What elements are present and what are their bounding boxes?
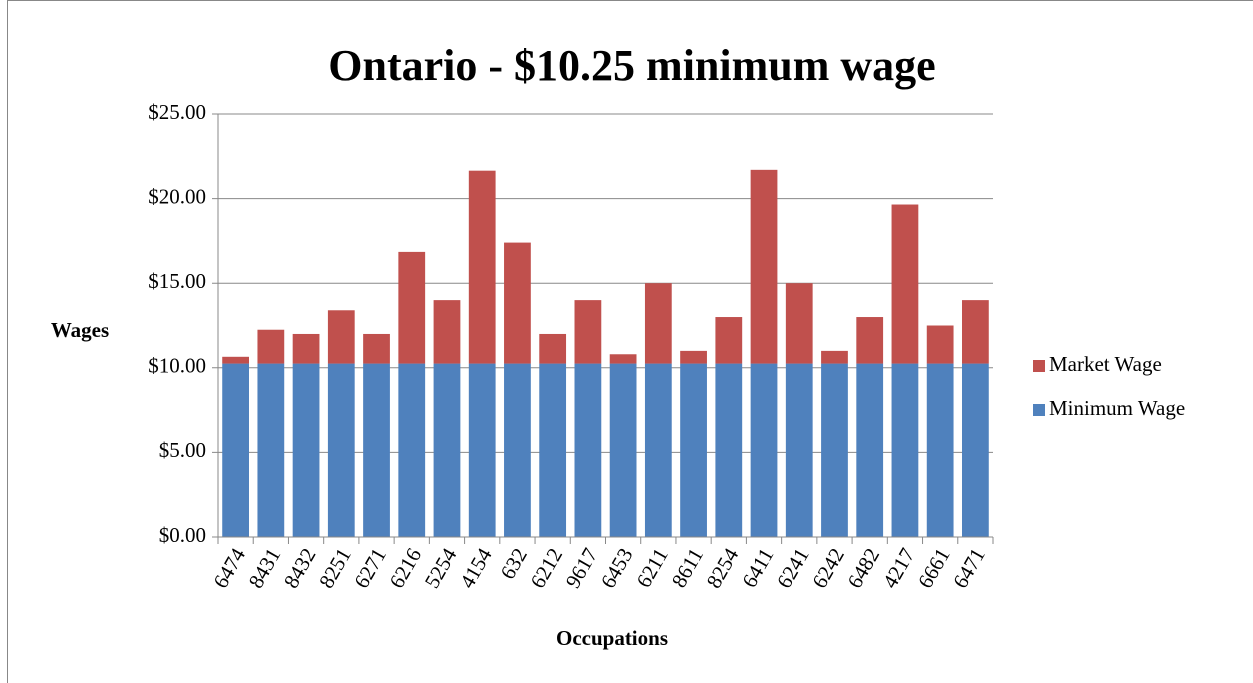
- x-tick-label: 6271: [349, 544, 391, 592]
- bar-segment: [398, 363, 426, 537]
- bar-segment: [750, 363, 778, 537]
- bar-segment: [680, 350, 707, 364]
- bar-segment: [433, 363, 461, 537]
- x-tick-label: 8254: [702, 543, 744, 592]
- bar-segment: [574, 363, 602, 537]
- x-tick-label: 6216: [384, 544, 426, 592]
- legend-label: Market Wage: [1049, 352, 1162, 376]
- chart-frame: [7, 0, 1253, 683]
- legend-swatch: [1033, 404, 1045, 416]
- bar-segment: [715, 317, 743, 364]
- x-tick-label: 6661: [913, 544, 955, 592]
- x-tick-label: 6241: [772, 544, 814, 592]
- bar-segment: [609, 363, 637, 537]
- bar-segment: [363, 333, 390, 364]
- bar-segment: [785, 363, 813, 537]
- x-tick-label: 6453: [596, 544, 638, 592]
- bar-segment: [821, 350, 848, 364]
- bar-segment: [222, 363, 249, 537]
- bar-segment: [962, 300, 989, 364]
- y-tick-label: $25.00: [148, 100, 206, 124]
- bar-segment: [292, 363, 320, 537]
- bar-segment: [504, 242, 531, 364]
- x-tick-label: 6242: [807, 544, 849, 592]
- bar-segment: [962, 363, 989, 537]
- bar-segment: [398, 251, 426, 364]
- bar-segment: [785, 283, 813, 364]
- legend-label: Minimum Wage: [1049, 396, 1185, 420]
- bar-segment: [574, 300, 602, 364]
- x-tick-label: 6211: [631, 544, 672, 592]
- chart-title: Ontario - $10.25 minimum wage: [328, 41, 935, 90]
- bar-segment: [539, 333, 567, 364]
- bar-segment: [433, 300, 461, 364]
- bar-segment: [891, 363, 919, 537]
- bar-segment: [609, 354, 637, 364]
- x-tick-label: 6474: [208, 543, 250, 592]
- y-tick-label: $5.00: [159, 438, 206, 462]
- bar-segment: [257, 363, 285, 537]
- bar-segment: [856, 363, 884, 537]
- x-tick-label: 6482: [842, 544, 884, 592]
- legend-swatch: [1033, 360, 1045, 372]
- y-tick-label: $15.00: [148, 269, 206, 293]
- bar-segment: [468, 170, 496, 364]
- bar-segment: [257, 329, 285, 364]
- bar-segment: [292, 333, 320, 364]
- bar-segment: [715, 363, 743, 537]
- bar-segment: [504, 363, 531, 537]
- x-tick-label: 4217: [878, 544, 920, 592]
- bar-segment: [468, 363, 496, 537]
- x-tick-label: 8431: [244, 544, 286, 592]
- bar-segment: [363, 363, 390, 537]
- bar-segment: [539, 363, 567, 537]
- x-tick-label: 9617: [561, 544, 603, 592]
- bar-segment: [327, 310, 355, 364]
- x-tick-label: 8611: [667, 544, 708, 592]
- bar-segment: [856, 317, 884, 364]
- y-axis-label: Wages: [51, 318, 109, 342]
- x-tick-label: 8251: [314, 544, 356, 592]
- x-tick-label: 8432: [279, 544, 321, 592]
- bar-segment: [644, 363, 672, 537]
- bar-segment: [680, 363, 707, 537]
- x-axis-label: Occupations: [556, 626, 668, 650]
- y-tick-label: $10.00: [148, 354, 206, 378]
- bar-segment: [750, 169, 778, 364]
- bar-segment: [222, 356, 249, 364]
- y-tick-label: $20.00: [148, 184, 206, 208]
- bar-segment: [644, 283, 672, 364]
- bar-segment: [926, 363, 954, 537]
- x-tick-label: 6411: [737, 544, 778, 592]
- bar-segment: [926, 325, 954, 364]
- bar-segment: [821, 363, 848, 537]
- bar-segment: [891, 204, 919, 364]
- bar-segment: [327, 363, 355, 537]
- x-tick-label: 6212: [525, 544, 567, 592]
- y-tick-label: $0.00: [159, 523, 206, 547]
- x-tick-label: 4154: [455, 543, 497, 592]
- x-tick-label: 6471: [948, 544, 990, 592]
- x-tick-label: 5254: [420, 543, 462, 592]
